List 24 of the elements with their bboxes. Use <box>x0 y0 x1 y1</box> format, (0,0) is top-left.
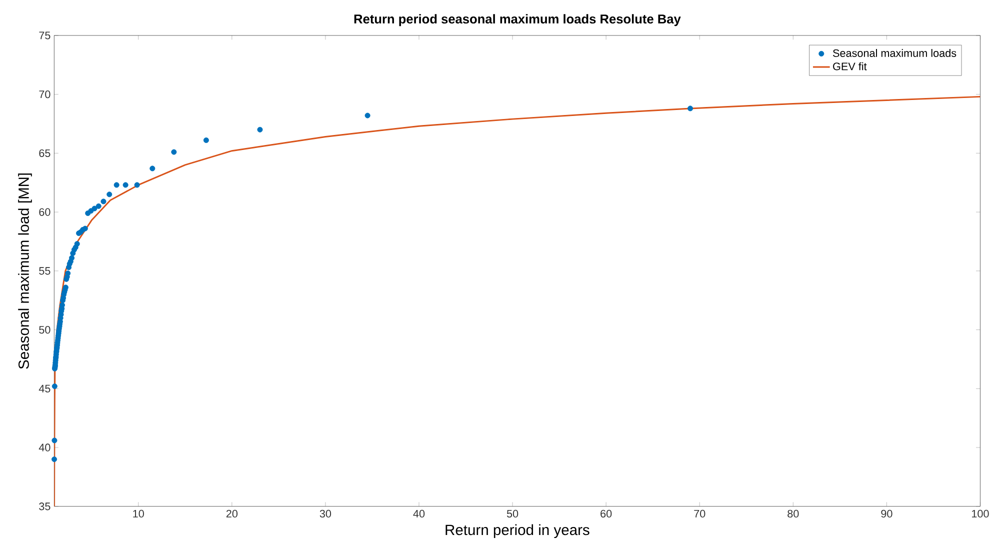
x-tick-label: 30 <box>320 510 332 518</box>
y-tick-label: 55 <box>39 267 50 275</box>
y-tick-label: 35 <box>39 502 50 510</box>
chart-title: Return period seasonal maximum loads Resolute Bay <box>354 14 681 26</box>
y-tick-label: 65 <box>39 150 50 158</box>
x-tick-label: 40 <box>413 510 425 518</box>
legend-label: Seasonal maximum loads <box>833 49 956 58</box>
legend-label: GEV fit <box>833 62 867 70</box>
x-tick-label: 100 <box>972 510 989 518</box>
x-tick-label: 90 <box>881 510 892 518</box>
y-tick-label: 70 <box>39 90 50 98</box>
x-tick-label: 10 <box>133 510 144 518</box>
y-tick-label: 50 <box>39 326 50 334</box>
y-tick-label: 40 <box>38 444 50 452</box>
x-tick-label: 80 <box>788 510 799 518</box>
y-tick-label: 75 <box>39 32 50 40</box>
y-tick-label: 60 <box>39 208 50 216</box>
y-axis-title: Seasonal maximum load [MN] <box>18 174 32 370</box>
x-tick-label: 50 <box>506 510 518 518</box>
x-tick-label: 20 <box>226 510 238 518</box>
x-axis-title: Return period in years <box>446 524 590 538</box>
y-tick-label: 45 <box>38 385 50 393</box>
x-tick-label: 60 <box>600 510 612 518</box>
x-tick-label: 70 <box>694 510 706 518</box>
